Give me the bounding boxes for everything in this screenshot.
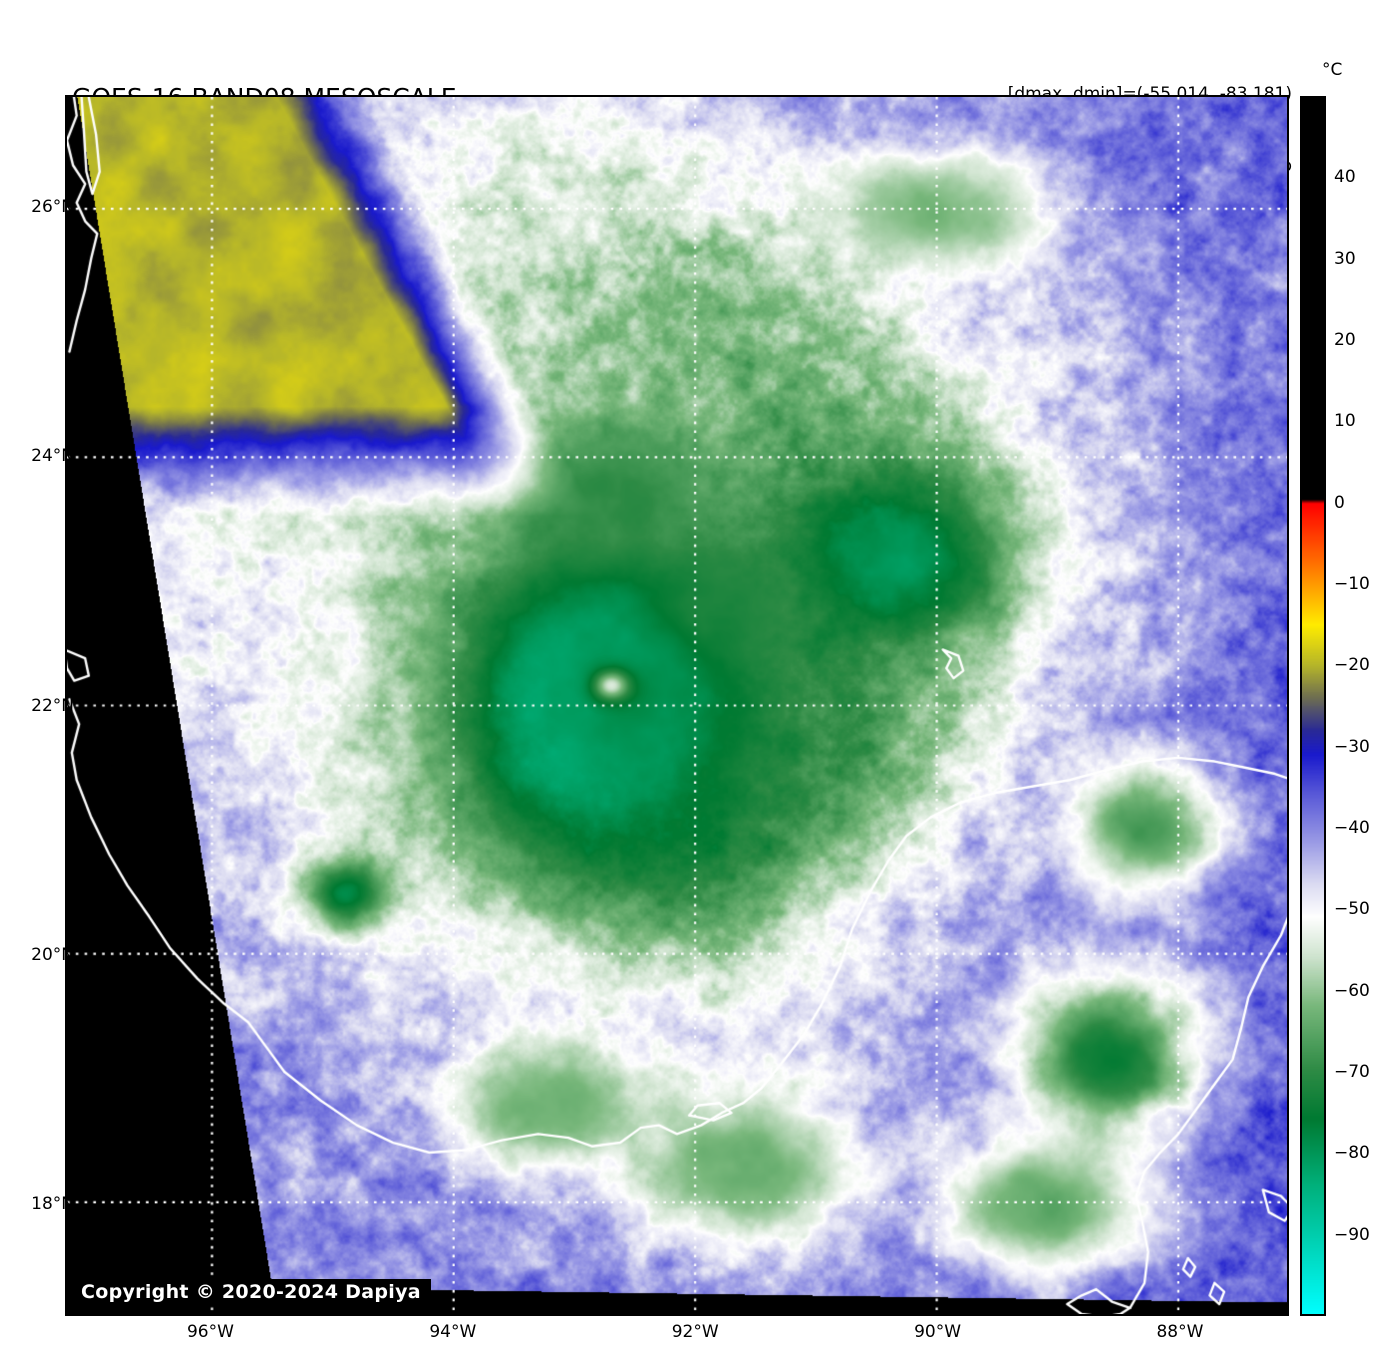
longitude-tick-label: 88°W <box>1156 1322 1204 1342</box>
latitude-tick-label: 22°N <box>31 695 74 716</box>
colorbar-tick-label: −80 <box>1334 1143 1370 1164</box>
colorbar-tick-label: −40 <box>1334 818 1370 838</box>
colorbar-tick-label: −70 <box>1334 1062 1370 1082</box>
satellite-image-plot: Copyright © 2020-2024 Dapiya <box>65 95 1289 1316</box>
colorbar-tick-label: −30 <box>1334 736 1370 757</box>
colorbar-tick-label: 0 <box>1334 492 1345 513</box>
colorbar-tick-label: −50 <box>1334 899 1370 920</box>
colorbar-gradient <box>1302 98 1324 1314</box>
colorbar-unit-label: °C <box>1322 60 1343 80</box>
colorbar-tick-label: −60 <box>1334 980 1370 1001</box>
colorbar-tick-label: −20 <box>1334 655 1370 676</box>
latitude-tick-label: 24°N <box>31 446 74 467</box>
longitude-tick-label: 92°W <box>671 1322 719 1342</box>
colorbar-tick-label: 10 <box>1334 411 1356 432</box>
latitude-tick-label: 18°N <box>31 1193 74 1214</box>
latitude-tick-label: 26°N <box>31 197 74 218</box>
satellite-imagery-canvas <box>67 97 1287 1314</box>
colorbar-tick-label: 30 <box>1334 248 1356 269</box>
copyright-notice: Copyright © 2020-2024 Dapiya <box>77 1279 431 1306</box>
colorbar-tick-label: −10 <box>1334 574 1370 594</box>
colorbar <box>1300 96 1326 1316</box>
longitude-tick-label: 90°W <box>914 1322 962 1342</box>
colorbar-tick-label: −90 <box>1334 1224 1370 1245</box>
colorbar-tick-label: 20 <box>1334 330 1356 350</box>
latitude-tick-label: 20°N <box>31 944 74 965</box>
longitude-tick-label: 96°W <box>186 1322 234 1342</box>
colorbar-tick-label: 40 <box>1334 167 1356 188</box>
longitude-tick-label: 94°W <box>429 1322 477 1342</box>
